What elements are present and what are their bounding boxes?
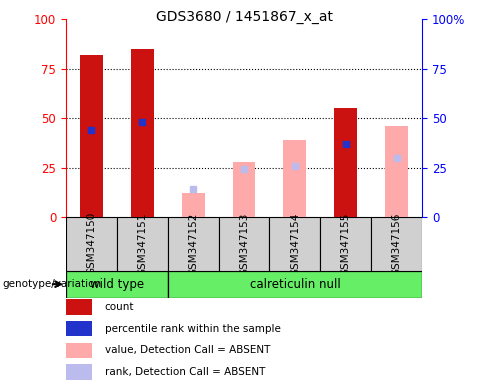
Text: GSM347152: GSM347152 [188,212,198,276]
Bar [168,217,219,271]
Bar [371,217,422,271]
Bar [168,271,422,298]
Bar [269,217,320,271]
Bar [66,217,117,271]
Bar [66,364,92,380]
Bar [320,217,371,271]
Text: GSM347155: GSM347155 [341,212,351,276]
Bar [219,217,269,271]
Bar [117,217,168,271]
Text: value, Detection Call = ABSENT: value, Detection Call = ABSENT [104,345,270,355]
Bar [66,300,92,315]
Bar [334,108,357,217]
Bar [284,140,306,217]
Bar [66,321,92,336]
Bar [80,55,103,217]
Text: rank, Detection Call = ABSENT: rank, Detection Call = ABSENT [104,367,265,377]
Bar [66,343,92,358]
Text: GSM347151: GSM347151 [137,212,147,276]
Bar [233,162,255,217]
Text: GSM347156: GSM347156 [392,212,402,276]
Text: GDS3680 / 1451867_x_at: GDS3680 / 1451867_x_at [156,10,332,23]
Text: count: count [104,302,134,312]
Bar [66,271,168,298]
Text: calreticulin null: calreticulin null [249,278,340,291]
Text: wild type: wild type [90,278,144,291]
Bar [131,49,154,217]
Text: GSM347150: GSM347150 [86,212,96,275]
Text: percentile rank within the sample: percentile rank within the sample [104,324,281,334]
Text: genotype/variation: genotype/variation [2,279,102,289]
Bar [182,193,204,217]
Text: GSM347153: GSM347153 [239,212,249,276]
Text: GSM347154: GSM347154 [290,212,300,276]
Bar [385,126,408,217]
